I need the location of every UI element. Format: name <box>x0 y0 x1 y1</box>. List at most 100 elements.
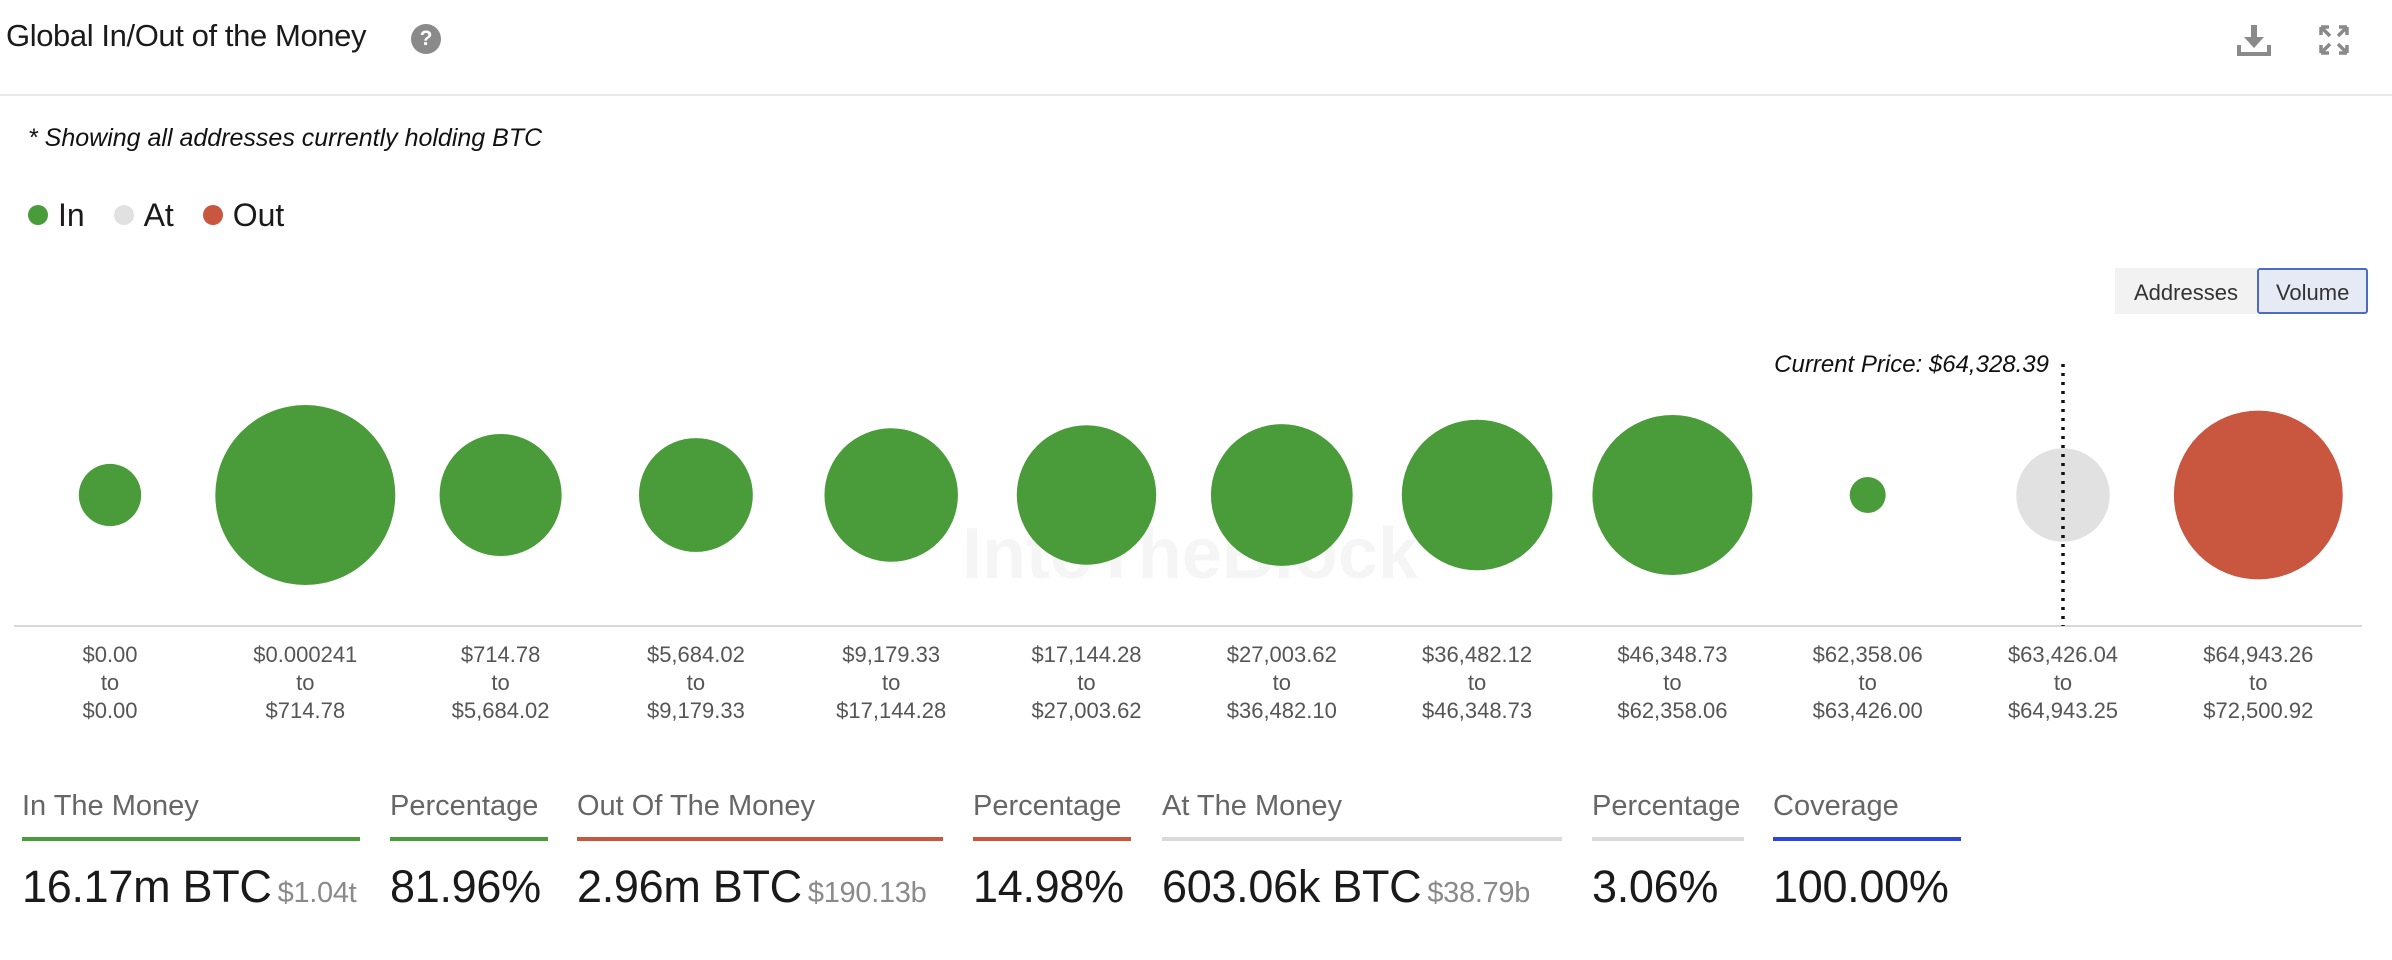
stat-value: 14.98% <box>973 861 1124 912</box>
x-tick-label: to <box>1859 670 1877 695</box>
x-tick-label: $17,144.28 <box>836 698 946 723</box>
x-tick-label: $72,500.92 <box>2203 698 2313 723</box>
chart-note: * Showing all addresses currently holdin… <box>28 124 543 152</box>
stat-at-percentage: Percentage 3.06% <box>1592 790 1744 913</box>
x-tick-label: $46,348.73 <box>1422 698 1532 723</box>
legend-label-at: At <box>143 196 174 233</box>
stat-underline <box>390 837 548 841</box>
x-tick-label: $64,943.25 <box>2008 698 2118 723</box>
legend: In At Out <box>28 196 304 234</box>
stat-out-of-the-money: Out Of The Money 2.96m BTC $190.13b <box>577 790 943 913</box>
legend-label-in: In <box>58 196 85 233</box>
x-tick-label: to <box>491 670 509 695</box>
bubble-in[interactable] <box>824 428 958 562</box>
bubble-chart: IntoTheBlock$0.00to$0.00$0.000241to$714.… <box>14 351 2362 723</box>
x-tick-label: $0.00 <box>82 698 137 723</box>
bubble-in[interactable] <box>1016 425 1157 565</box>
stat-usd-value: $190.13b <box>807 877 927 909</box>
legend-item-out[interactable]: Out <box>202 196 285 234</box>
stat-value: 603.06k BTC $38.79b <box>1162 861 1562 913</box>
x-tick-label: $36,482.10 <box>1227 698 1337 723</box>
x-tick-label: $62,358.06 <box>1813 642 1923 667</box>
stat-value: 16.17m BTC $1.04t <box>22 861 360 913</box>
bubble-in[interactable] <box>439 433 562 557</box>
bubble-in[interactable] <box>215 405 396 585</box>
stat-usd-value: $1.04t <box>277 877 357 909</box>
stat-usd-value: $38.79b <box>1427 877 1531 909</box>
stat-label: In The Money <box>22 790 199 822</box>
stat-label: Percentage <box>1592 790 1741 822</box>
stat-amount: 16.17m BTC <box>22 861 272 912</box>
x-tick-label: $27,003.62 <box>1031 698 1141 723</box>
x-tick-label: $46,348.73 <box>1617 642 1727 667</box>
x-tick-label: $27,003.62 <box>1227 642 1337 667</box>
panel-header: Global In/Out of the Money ? <box>0 0 2392 96</box>
x-tick-label: $17,144.28 <box>1031 642 1141 667</box>
x-tick-label: $63,426.04 <box>2008 642 2118 667</box>
stat-at-the-money: At The Money 603.06k BTC $38.79b <box>1162 790 1562 913</box>
stat-out-percentage: Percentage 14.98% <box>973 790 1131 913</box>
x-tick-label: to <box>101 670 119 695</box>
stat-underline <box>1592 837 1744 841</box>
x-tick-label: $9,179.33 <box>842 642 940 667</box>
page-title: Global In/Out of the Money <box>6 18 367 53</box>
x-tick-label: $64,943.26 <box>2203 642 2313 667</box>
question-circle-icon[interactable]: ? <box>411 24 441 54</box>
x-tick-label: $0.000241 <box>253 642 357 667</box>
stat-label: Out Of The Money <box>577 790 816 822</box>
stat-in-percentage: Percentage 81.96% <box>390 790 548 913</box>
stat-label: Percentage <box>973 790 1122 822</box>
x-tick-label: $5,684.02 <box>452 698 550 723</box>
legend-dot-out <box>202 205 223 225</box>
stat-underline <box>577 837 943 841</box>
x-tick-label: to <box>2054 670 2072 695</box>
stat-value: 81.96% <box>390 861 541 912</box>
x-tick-label: to <box>1273 670 1291 695</box>
addresses-toggle-button[interactable]: Addresses <box>2115 268 2257 314</box>
legend-label-out: Out <box>232 196 285 233</box>
stat-amount: 603.06k BTC <box>1162 861 1422 912</box>
download-icon[interactable] <box>2234 20 2274 60</box>
legend-dot-in <box>28 205 48 225</box>
x-tick-label: $63,426.00 <box>1813 698 1923 723</box>
stat-in-the-money: In The Money 16.17m BTC $1.04t <box>22 790 360 913</box>
x-tick-label: to <box>2249 670 2267 695</box>
bubble-in[interactable] <box>1849 477 1886 513</box>
expand-icon[interactable] <box>2314 20 2354 60</box>
x-tick-label: $0.00 <box>82 642 137 667</box>
stat-label: Percentage <box>390 790 539 822</box>
x-tick-label: $714.78 <box>266 698 346 723</box>
legend-dot-at <box>113 205 134 225</box>
bubble-at[interactable] <box>2016 448 2110 542</box>
stat-value: 3.06% <box>1592 861 1719 912</box>
bubble-in[interactable] <box>1592 415 1753 575</box>
bubble-in[interactable] <box>1210 424 1353 566</box>
x-tick-label: $714.78 <box>461 642 541 667</box>
bubble-in[interactable] <box>638 438 753 552</box>
x-tick-label: to <box>882 670 900 695</box>
volume-toggle-button[interactable]: Volume <box>2256 268 2369 314</box>
legend-item-in[interactable]: In <box>28 197 85 234</box>
x-tick-label: $9,179.33 <box>647 698 745 723</box>
stat-coverage: Coverage 100.00% <box>1773 790 1961 913</box>
current-price-label: Current Price: $64,328.39 <box>1774 351 2049 378</box>
stat-underline <box>1162 837 1562 841</box>
x-tick-label: to <box>1663 670 1681 695</box>
stat-value: 100.00% <box>1773 861 1949 912</box>
bubble-in[interactable] <box>78 463 142 527</box>
stat-underline <box>22 837 360 841</box>
x-tick-label: to <box>687 670 705 695</box>
x-tick-label: $62,358.06 <box>1617 698 1727 723</box>
stat-underline <box>1773 837 1961 841</box>
stat-label: At The Money <box>1162 790 1343 822</box>
x-tick-label: $36,482.12 <box>1422 642 1532 667</box>
stat-value: 2.96m BTC $190.13b <box>577 861 943 913</box>
stat-amount: 2.96m BTC <box>577 861 802 912</box>
metric-toggle: Addresses Volume <box>2115 268 2369 314</box>
x-tick-label: to <box>296 670 314 695</box>
bubble-in[interactable] <box>1401 419 1553 571</box>
stat-underline <box>973 837 1131 841</box>
stat-label: Coverage <box>1773 790 1899 822</box>
bubble-out[interactable] <box>2173 410 2343 580</box>
legend-item-at[interactable]: At <box>113 196 174 234</box>
